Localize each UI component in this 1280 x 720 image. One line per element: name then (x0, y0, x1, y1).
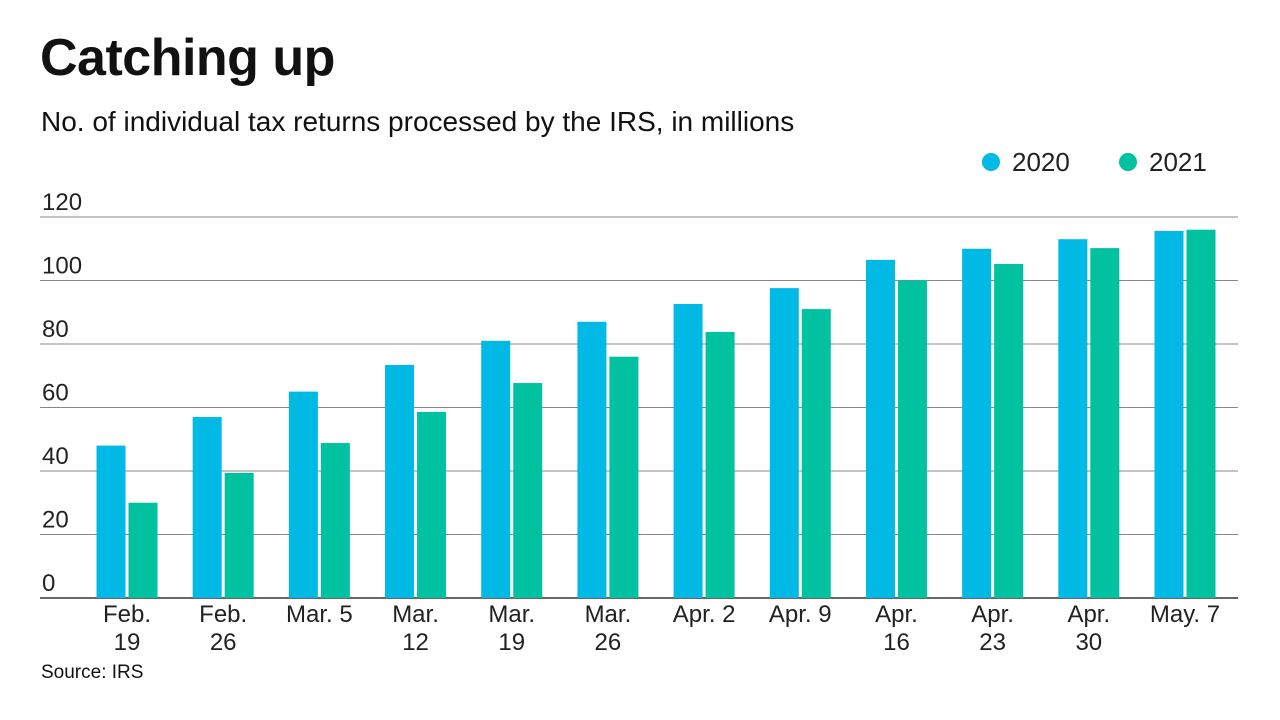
x-tick-label: 19 (498, 629, 525, 656)
bar-2020 (481, 340, 511, 598)
x-tick-label: 26 (210, 629, 237, 656)
x-tick-label: Mar. 5 (286, 601, 353, 628)
bar-2020 (1154, 230, 1184, 598)
bar-2021 (897, 280, 927, 598)
legend-marker-2020 (982, 153, 1000, 171)
x-tick-label: Apr. 9 (769, 601, 832, 628)
x-tick-label: Apr. (1067, 601, 1110, 628)
bar-2021 (417, 411, 447, 598)
y-tick-label: 100 (42, 253, 82, 280)
x-tick-label: Feb. (199, 601, 247, 628)
bar-2021 (1186, 229, 1216, 598)
x-tick-label: 23 (979, 629, 1006, 656)
x-tick-label: Mar. (392, 601, 439, 628)
bar-2020 (385, 364, 415, 598)
x-tick-label: Mar. (585, 601, 632, 628)
chart-subtitle: No. of individual tax returns processed … (41, 106, 795, 137)
bar-2020 (865, 259, 895, 598)
bar-2020 (962, 248, 992, 598)
bar-2020 (769, 288, 799, 598)
y-tick-label: 20 (42, 507, 69, 534)
x-tick-label: Apr. 2 (673, 601, 736, 628)
x-tick-label: Feb. (103, 601, 151, 628)
bar-2021 (705, 331, 735, 598)
bar-2021 (513, 383, 543, 598)
bar-2020 (1058, 239, 1088, 598)
x-tick-label: Mar. (488, 601, 535, 628)
x-tick-label: 16 (883, 629, 910, 656)
bar-2021 (128, 502, 158, 598)
bar-2021 (609, 356, 639, 598)
bar-2020 (96, 445, 126, 598)
bar-2021 (994, 263, 1024, 598)
y-tick-label: 80 (42, 316, 69, 343)
x-tick-label: 19 (114, 629, 141, 656)
source-note: Source: IRS (41, 662, 144, 683)
y-tick-label: 60 (42, 380, 69, 407)
y-tick-label: 40 (42, 443, 69, 470)
bar-2020 (288, 391, 318, 598)
x-tick-label: Apr. (875, 601, 918, 628)
legend-marker-2021 (1119, 153, 1137, 171)
bar-2021 (1090, 248, 1120, 599)
legend-label: 2021 (1149, 147, 1207, 177)
x-tick-label: May. 7 (1150, 601, 1220, 628)
x-tick-label: 12 (402, 629, 429, 656)
bar-2020 (577, 321, 607, 598)
chart-title: Catching up (40, 29, 335, 87)
x-tick-label: Apr. (971, 601, 1014, 628)
bar-2021 (320, 443, 350, 598)
bar-2021 (801, 309, 831, 598)
bar-2020 (192, 417, 222, 598)
y-tick-label: 0 (42, 570, 55, 597)
y-tick-label: 120 (42, 189, 82, 216)
bar-2020 (673, 303, 703, 598)
legend-label: 2020 (1012, 147, 1070, 177)
bar-2021 (224, 472, 254, 598)
x-tick-label: 30 (1075, 629, 1102, 656)
x-tick-label: 26 (595, 629, 622, 656)
